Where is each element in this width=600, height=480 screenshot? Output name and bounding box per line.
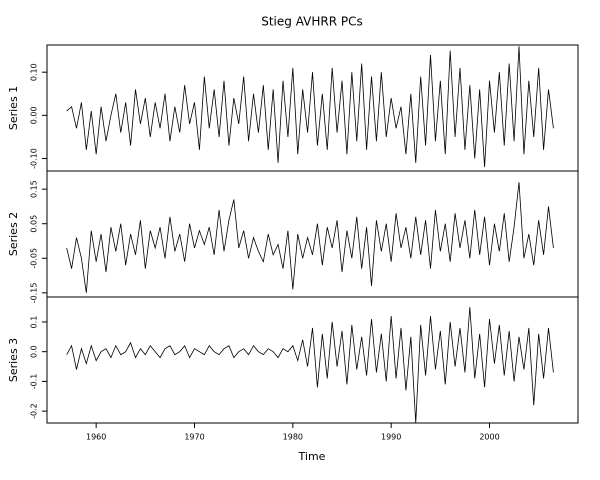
x-tick-label: 2000	[479, 433, 499, 442]
x-tick-label: 1970	[184, 433, 204, 442]
y-tick-label: 0.1	[30, 316, 39, 329]
y-tick-label: -0.05	[30, 248, 39, 269]
y-tick-label: 0.05	[30, 215, 39, 233]
y-tick-label: 0.10	[30, 63, 39, 81]
y-axis-label: Series 3	[7, 338, 20, 382]
y-tick-label: 0.00	[30, 106, 39, 124]
y-tick-label: 0.15	[30, 180, 39, 198]
y-tick-label: 0.0	[30, 345, 39, 358]
panel-frame	[46, 296, 579, 424]
series-line	[66, 182, 554, 293]
x-tick-label: 1990	[381, 433, 401, 442]
y-tick-label: -0.1	[30, 374, 39, 390]
y-axis-label: Series 1	[7, 86, 20, 130]
x-axis-label: Time	[298, 450, 326, 463]
y-axis-label: Series 2	[7, 212, 20, 256]
y-tick-label: -0.10	[30, 148, 39, 169]
panel-frame	[46, 170, 579, 298]
y-tick-label: -0.15	[30, 283, 39, 304]
x-tick-label: 1980	[283, 433, 303, 442]
x-tick-label: 1960	[86, 433, 106, 442]
series-line	[66, 46, 554, 168]
y-tick-label: -0.2	[30, 403, 39, 419]
chart-title: Stieg AVHRR PCs	[261, 15, 363, 29]
series-line	[66, 307, 554, 424]
